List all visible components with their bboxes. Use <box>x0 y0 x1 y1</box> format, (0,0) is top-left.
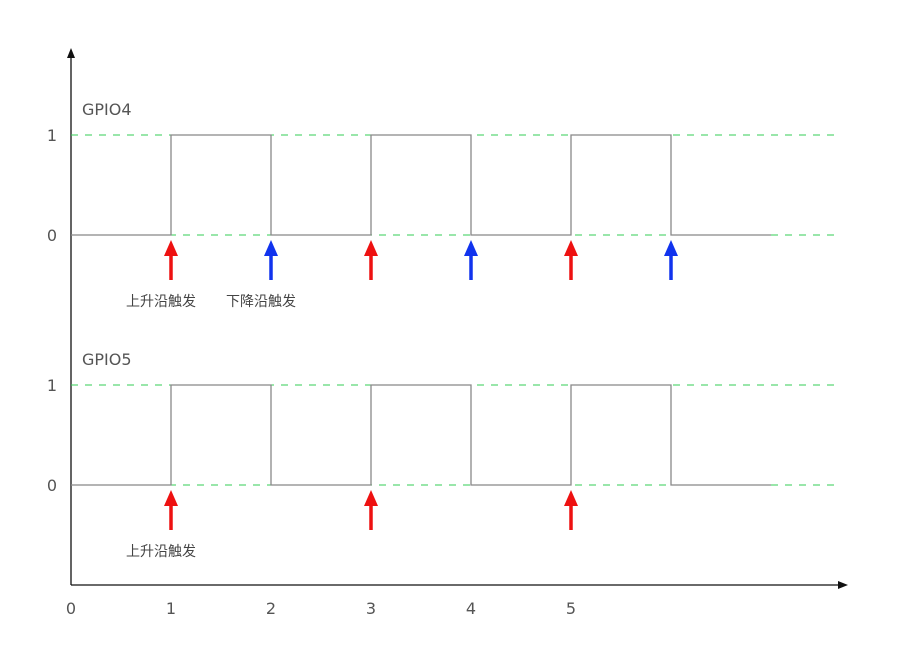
x-tick-label: 4 <box>466 599 476 618</box>
level-low-label: 0 <box>47 476 57 495</box>
x-tick-label: 3 <box>366 599 376 618</box>
x-tick-label: 1 <box>166 599 176 618</box>
x-axis-arrowhead <box>838 581 848 589</box>
x-tick-label: 2 <box>266 599 276 618</box>
rising-edge-arrow-icon <box>364 240 378 256</box>
falling-edge-arrow-icon <box>464 240 478 256</box>
square-waveform <box>71 384 771 486</box>
level-low-label: 0 <box>47 226 57 245</box>
x-tick-label: 0 <box>66 599 76 618</box>
rising-edge-arrow-icon <box>564 240 578 256</box>
level-high-label: 1 <box>47 126 57 145</box>
signal-name: GPIO5 <box>82 350 132 369</box>
trigger-note-label: 下降沿触发 <box>226 294 296 310</box>
falling-edge-arrow-icon <box>664 240 678 256</box>
signal-name: GPIO4 <box>82 100 132 119</box>
square-waveform <box>71 134 771 236</box>
trigger-note-label: 上升沿触发 <box>126 294 196 310</box>
trigger-note-label: 上升沿触发 <box>126 544 196 560</box>
y-axis-arrowhead <box>67 48 75 58</box>
x-tick-label: 5 <box>566 599 576 618</box>
rising-edge-arrow-icon <box>164 240 178 256</box>
falling-edge-arrow-icon <box>264 240 278 256</box>
rising-edge-arrow-icon <box>164 490 178 506</box>
rising-edge-arrow-icon <box>564 490 578 506</box>
rising-edge-arrow-icon <box>364 490 378 506</box>
level-high-label: 1 <box>47 376 57 395</box>
